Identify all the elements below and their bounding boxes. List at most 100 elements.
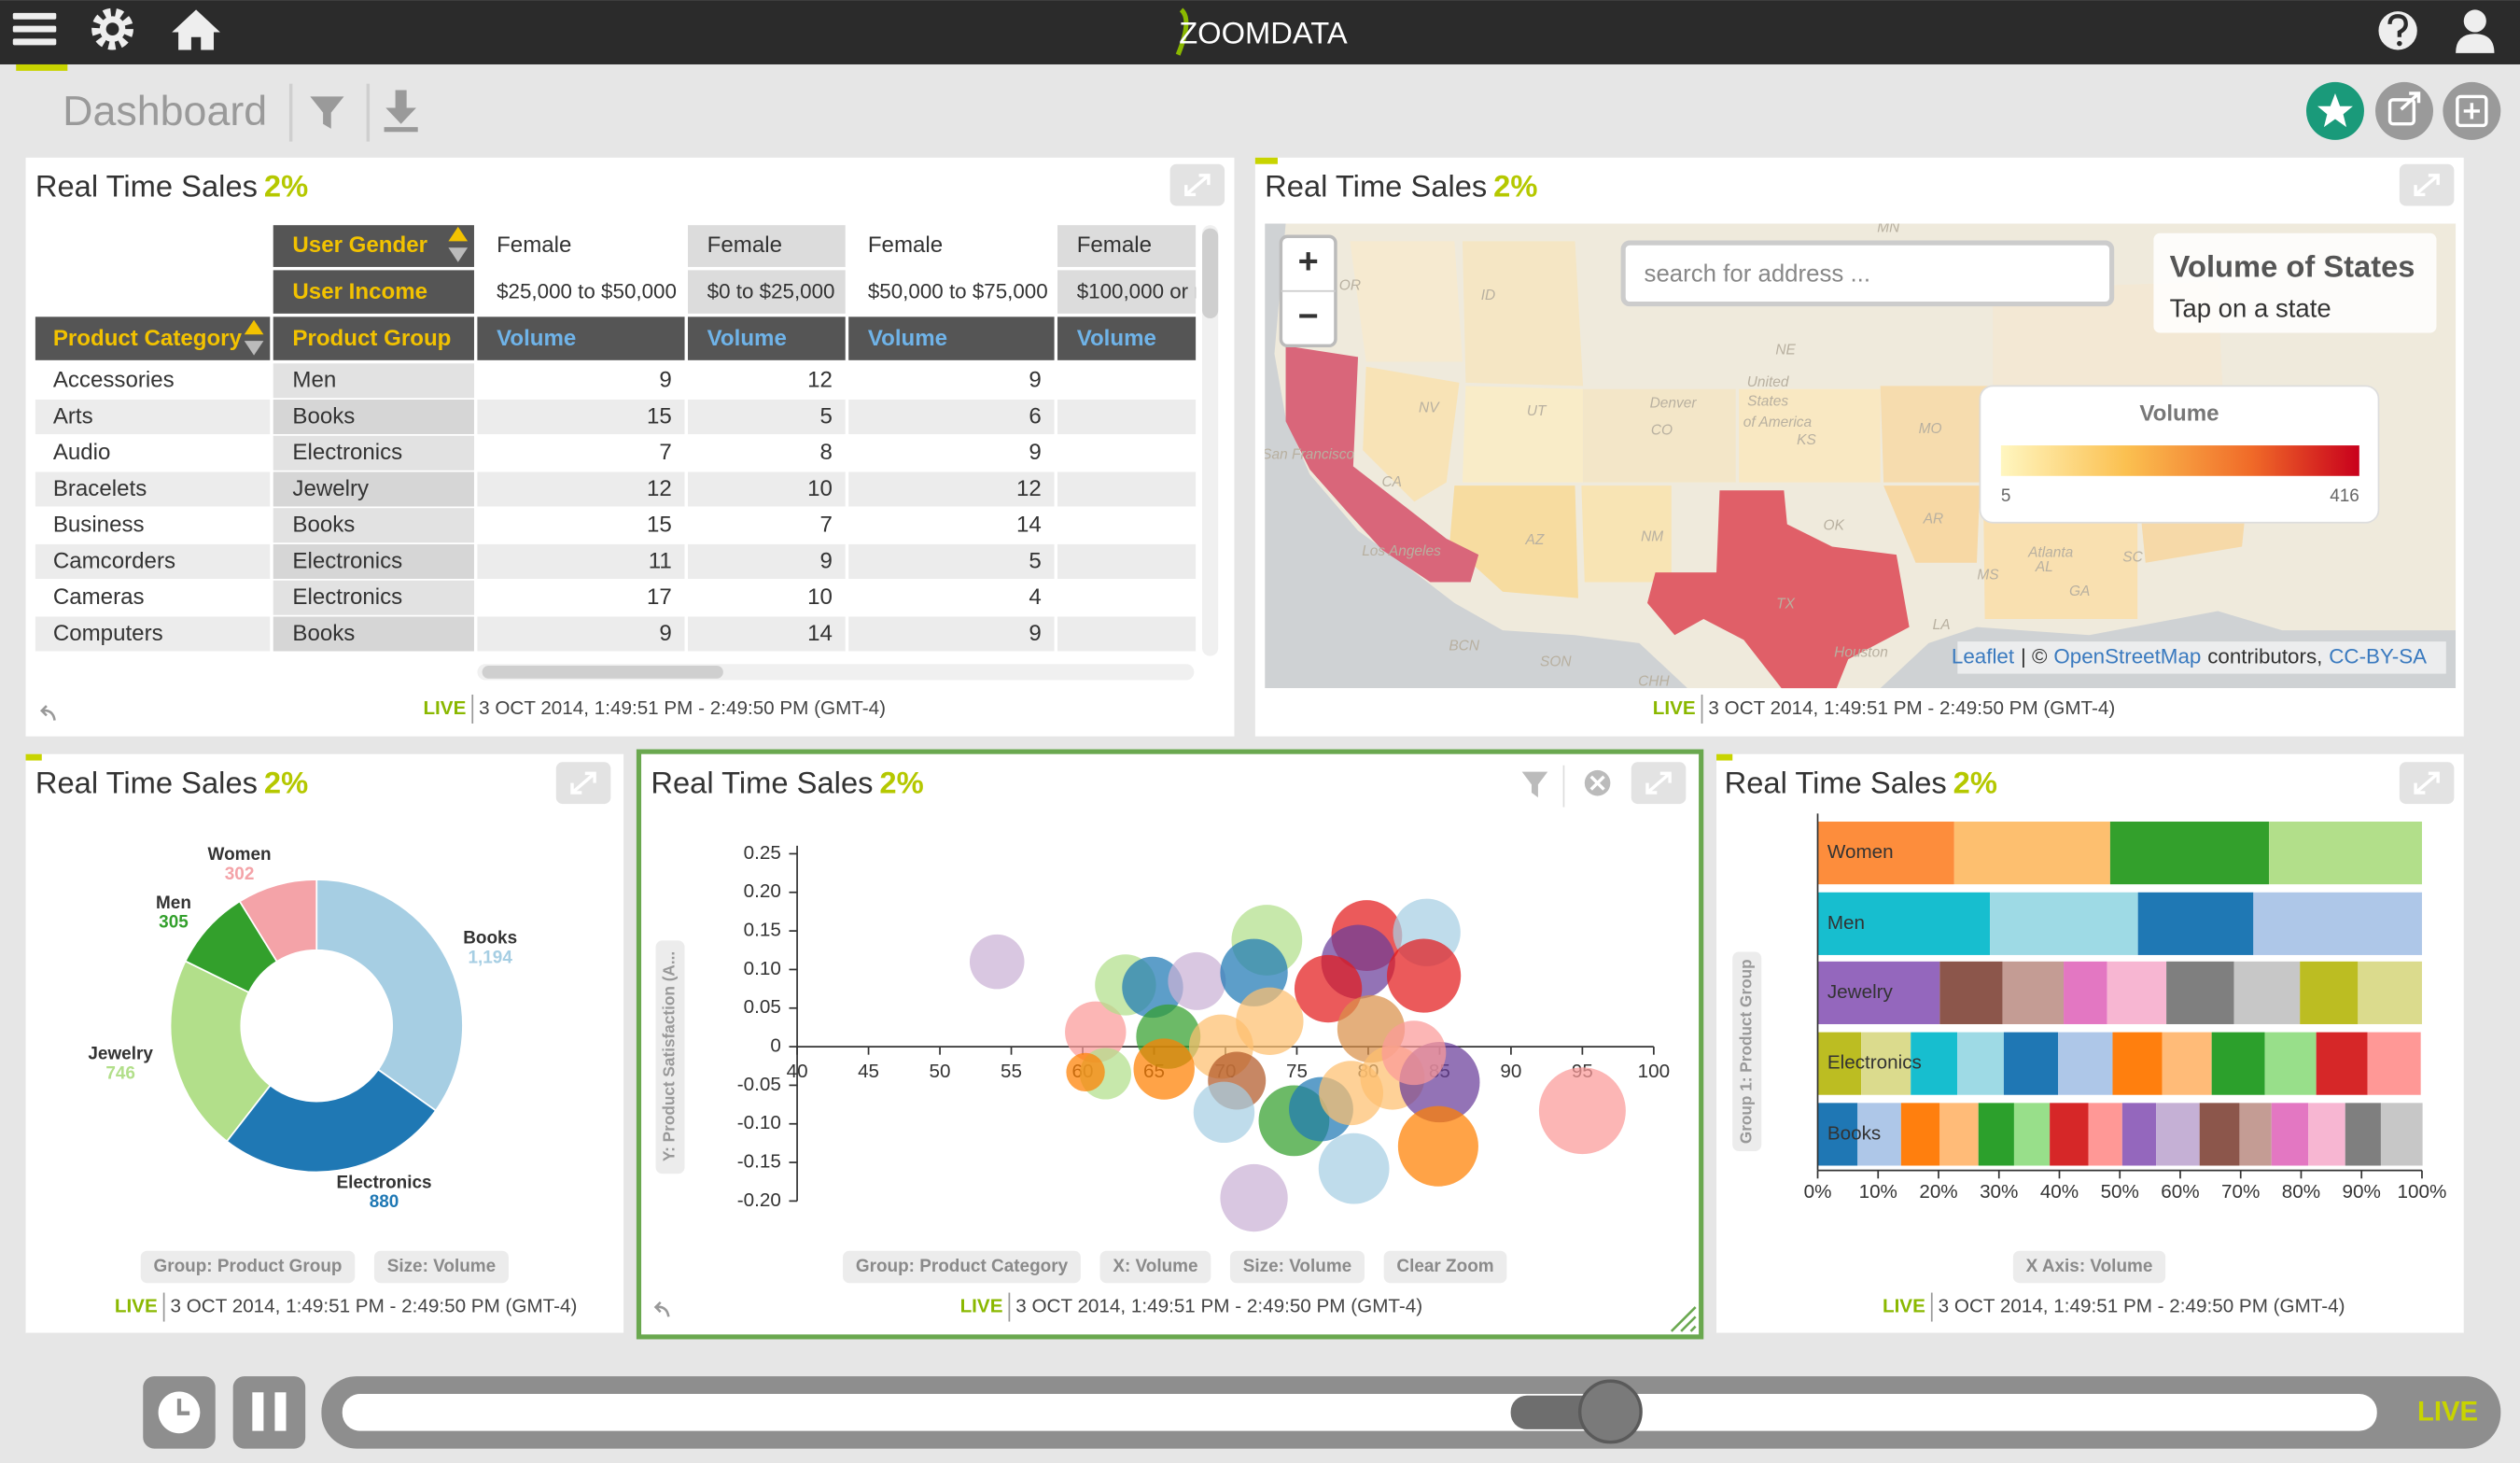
pause-button-part[interactable]: [274, 1392, 287, 1431]
sort-arrow[interactable]: [244, 341, 264, 356]
bar-segment[interactable]: [1990, 892, 2138, 955]
bar-segment[interactable]: [1817, 961, 1940, 1024]
map-part[interactable]: [1363, 366, 1460, 502]
bar-segment[interactable]: [1978, 1103, 2014, 1166]
bar-segment[interactable]: [2380, 1103, 2423, 1166]
bar-segment[interactable]: [2269, 822, 2422, 885]
download-button-part[interactable]: [385, 107, 416, 124]
bar-segment[interactable]: [2271, 1103, 2309, 1166]
share-button[interactable]: [2375, 81, 2434, 140]
download-button-part[interactable]: [395, 90, 407, 110]
donut-slice[interactable]: [169, 960, 272, 1143]
bubble[interactable]: [1193, 1081, 1255, 1144]
map-part[interactable]: [1646, 490, 1910, 707]
bubble[interactable]: [1122, 956, 1183, 1019]
bar-segment[interactable]: [2064, 961, 2107, 1024]
bar-segment[interactable]: [1957, 1032, 2004, 1095]
expand-button-icon[interactable]: [1645, 771, 1672, 795]
bar-segment[interactable]: [2166, 961, 2234, 1024]
sort-arrow[interactable]: [448, 226, 469, 242]
bubble[interactable]: [1386, 938, 1462, 1013]
bubble[interactable]: [1538, 1067, 1626, 1155]
history-button[interactable]: [143, 1376, 216, 1449]
home-button[interactable]: [172, 9, 220, 50]
bubble[interactable]: [1133, 1038, 1195, 1100]
download-button-part[interactable]: [384, 127, 418, 133]
bar-segment[interactable]: [1857, 1103, 1901, 1166]
bar-segment[interactable]: [1939, 1103, 1979, 1166]
bubble[interactable]: [969, 934, 1025, 990]
user-button[interactable]: [2456, 9, 2495, 53]
help-button-part[interactable]: [2397, 40, 2402, 47]
expand-button[interactable]: [1169, 163, 1225, 206]
bubble[interactable]: [1168, 951, 1226, 1010]
chip[interactable]: [373, 1250, 509, 1284]
chip[interactable]: [2012, 1250, 2166, 1284]
bar-segment[interactable]: [1861, 1032, 1911, 1095]
bubble[interactable]: [1318, 1132, 1390, 1204]
sort-arrow[interactable]: [448, 247, 469, 262]
share-button-part[interactable]: [2400, 91, 2421, 111]
map-part[interactable]: [1581, 485, 1672, 583]
bar-segment[interactable]: [2162, 1032, 2212, 1095]
bar-segment[interactable]: [2345, 1103, 2381, 1166]
bar-segment[interactable]: [2358, 961, 2422, 1024]
add-button-part[interactable]: [2463, 103, 2480, 120]
user-button-part[interactable]: [2456, 34, 2495, 53]
time-slider-part[interactable]: [342, 1394, 2377, 1431]
bar-segment[interactable]: [1953, 822, 2110, 885]
map-part[interactable]: [1880, 386, 1994, 483]
bar-segment[interactable]: [2109, 822, 2270, 885]
sort-arrow[interactable]: [244, 319, 264, 335]
expand-button-icon[interactable]: [2414, 174, 2440, 197]
menu-button-part[interactable]: [12, 12, 57, 20]
resize-handle[interactable]: [1670, 1306, 1697, 1332]
map-part[interactable]: [1739, 388, 1881, 483]
time-slider[interactable]: [321, 1376, 2501, 1449]
donut-slice[interactable]: [238, 879, 318, 964]
chip[interactable]: [1229, 1250, 1365, 1284]
map-part[interactable]: [1350, 241, 1463, 362]
bubble[interactable]: [1381, 1020, 1447, 1086]
bar-segment[interactable]: [2107, 961, 2167, 1024]
user-button-part[interactable]: [2463, 9, 2486, 33]
attribution-leaflet[interactable]: Leaflet: [1952, 644, 2015, 668]
bar-segment[interactable]: [2300, 961, 2359, 1024]
bar-segment[interactable]: [2112, 1032, 2163, 1095]
share-button-part[interactable]: [2387, 98, 2416, 126]
menu-button-part[interactable]: [12, 38, 57, 46]
home-button-part[interactable]: [172, 9, 220, 50]
chip[interactable]: [140, 1250, 356, 1284]
pause-button-part[interactable]: [252, 1392, 264, 1431]
bar-segment[interactable]: [2156, 1103, 2200, 1166]
back-icon[interactable]: [653, 1301, 670, 1317]
share-button-part[interactable]: [2375, 81, 2434, 140]
bar-segment[interactable]: [1939, 961, 2003, 1024]
bar-segment[interactable]: [2121, 1103, 2157, 1166]
bar-segment[interactable]: [1817, 1032, 1862, 1095]
bubble[interactable]: [1294, 954, 1363, 1023]
settings-button[interactable]: [91, 7, 133, 50]
bar-segment[interactable]: [2137, 892, 2254, 955]
pause-button[interactable]: [232, 1376, 306, 1449]
filter-button[interactable]: [310, 96, 344, 129]
chip[interactable]: [843, 1250, 1081, 1284]
panel-close-icon[interactable]: [1589, 775, 1605, 791]
attribution-osm[interactable]: OpenStreetMap: [2053, 644, 2201, 668]
favorite-button[interactable]: [2305, 81, 2364, 140]
bar-segment[interactable]: [2050, 1103, 2089, 1166]
bubble[interactable]: [1397, 1105, 1478, 1187]
map-part[interactable]: [1583, 388, 1736, 483]
bar-segment[interactable]: [2199, 1103, 2240, 1166]
map-part[interactable]: [1462, 241, 1584, 387]
expand-button[interactable]: [2399, 163, 2455, 206]
pause-button-part[interactable]: [232, 1376, 306, 1449]
bubble[interactable]: [1066, 1052, 1105, 1092]
download-button[interactable]: [384, 90, 418, 133]
help-button[interactable]: [2378, 11, 2417, 50]
back-icon[interactable]: [39, 705, 56, 721]
expand-button[interactable]: [2399, 762, 2455, 805]
menu-button[interactable]: [12, 12, 57, 46]
bar-segment[interactable]: [2253, 892, 2422, 955]
add-button[interactable]: [2443, 81, 2501, 140]
